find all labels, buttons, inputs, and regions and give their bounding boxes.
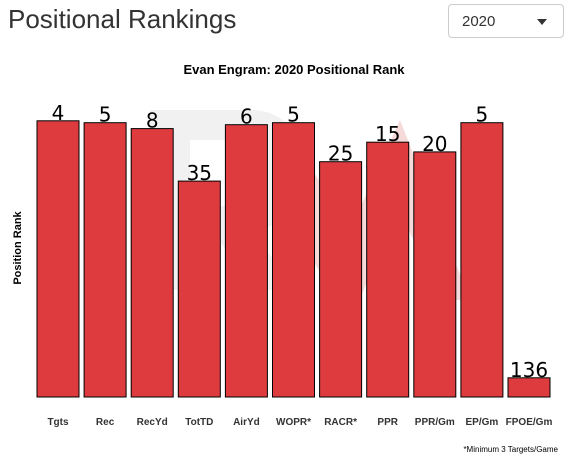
data-label: 20 (422, 132, 447, 156)
x-tick-label: RACR* (324, 417, 357, 428)
data-label: 25 (328, 142, 353, 166)
x-tick-label: PPR/Gm (415, 417, 455, 428)
x-tick-labels: Tgts Rec RecYd TotTD AirYd WOPR* RACR* PPR PPR/G… (47, 417, 552, 428)
data-label: 6 (240, 105, 253, 129)
x-tick-label: RecYd (137, 417, 168, 428)
x-tick-label: WOPR* (276, 417, 311, 428)
data-label: 35 (187, 161, 212, 185)
bar-rec (83, 122, 127, 398)
x-tick-label: TotTD (185, 417, 213, 428)
data-label: 5 (287, 103, 300, 127)
bar-airyd (224, 124, 268, 398)
data-labels-group: 4 5 8 35 6 5 25 15 20 5 136 (52, 101, 548, 382)
page-title: Positional Rankings (8, 4, 237, 34)
bar-ep-gm (460, 122, 504, 398)
data-label: 5 (476, 103, 489, 127)
x-tick-label: FPOE/Gm (506, 417, 553, 428)
bar-fpoe-gm (507, 377, 551, 398)
bar-tgts (36, 120, 80, 398)
year-select[interactable]: 2020 (448, 4, 564, 38)
bar-tottd (177, 180, 221, 398)
bar-racr (319, 161, 363, 398)
data-label: 136 (510, 358, 548, 382)
data-label: 4 (52, 101, 65, 125)
x-tick-label: Rec (96, 417, 115, 428)
bar-wopr (272, 122, 315, 398)
bar-recyd (130, 128, 174, 398)
x-tick-label: EP/Gm (466, 417, 499, 428)
year-select-value: 2020 (462, 13, 496, 30)
bar-ppr (366, 141, 410, 398)
data-label: 15 (375, 122, 400, 146)
data-label: 8 (146, 109, 159, 133)
bar-ppr-gm (413, 151, 457, 398)
chart-title: Evan Engram: 2020 Positional Rank (183, 62, 405, 77)
x-tick-label: PPR (377, 417, 398, 428)
y-axis-label: Position Rank (12, 210, 24, 284)
x-tick-label: AirYd (233, 417, 260, 428)
chevron-down-icon (537, 19, 547, 25)
footnote: *Minimum 3 Targets/Game (463, 445, 558, 454)
x-tick-label: Tgts (47, 417, 69, 428)
data-label: 5 (99, 103, 112, 127)
bars-group (36, 120, 551, 398)
